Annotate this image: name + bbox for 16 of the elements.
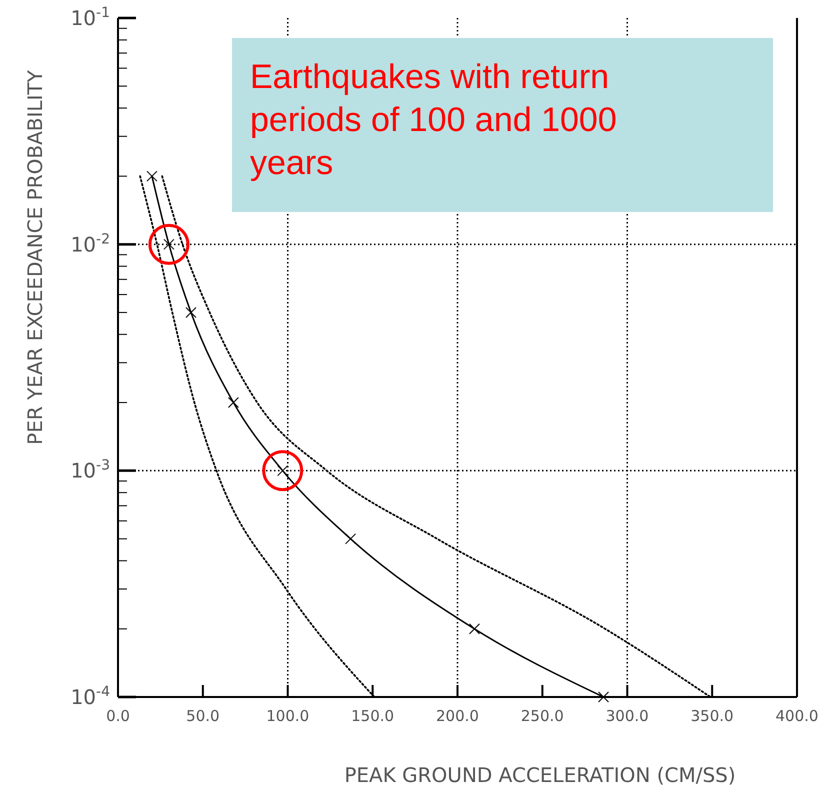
x-tick-label: 350.0 (690, 707, 734, 725)
y-tick-label: 10$^{-4}$ (70, 684, 110, 709)
x-tick-label: 150.0 (351, 707, 394, 725)
x-tick-label: 0.0 (106, 707, 130, 725)
x-tick-label: 100.0 (266, 707, 310, 725)
x-tick-label: 400.0 (776, 707, 818, 725)
x-tick-label: 300.0 (606, 707, 649, 725)
annotation: Earthquakes with return periods of 100 and 1000 years (250, 58, 617, 182)
x-axis-title: PEAK GROUND ACCELERATION (CM/SS) (344, 763, 736, 787)
y-axis-title: PER YEAR EXCEEDANCE PROBABILITY (23, 69, 47, 445)
x-tick-label: 250.0 (520, 707, 564, 725)
y-tick-label: 10$^{-2}$ (70, 231, 110, 256)
x-tick-label: 50.0 (186, 707, 220, 725)
y-tick-label: 10$^{-1}$ (70, 5, 110, 30)
x-tick-label: 200.0 (436, 707, 479, 725)
y-tick-label: 10$^{-3}$ (70, 458, 110, 483)
